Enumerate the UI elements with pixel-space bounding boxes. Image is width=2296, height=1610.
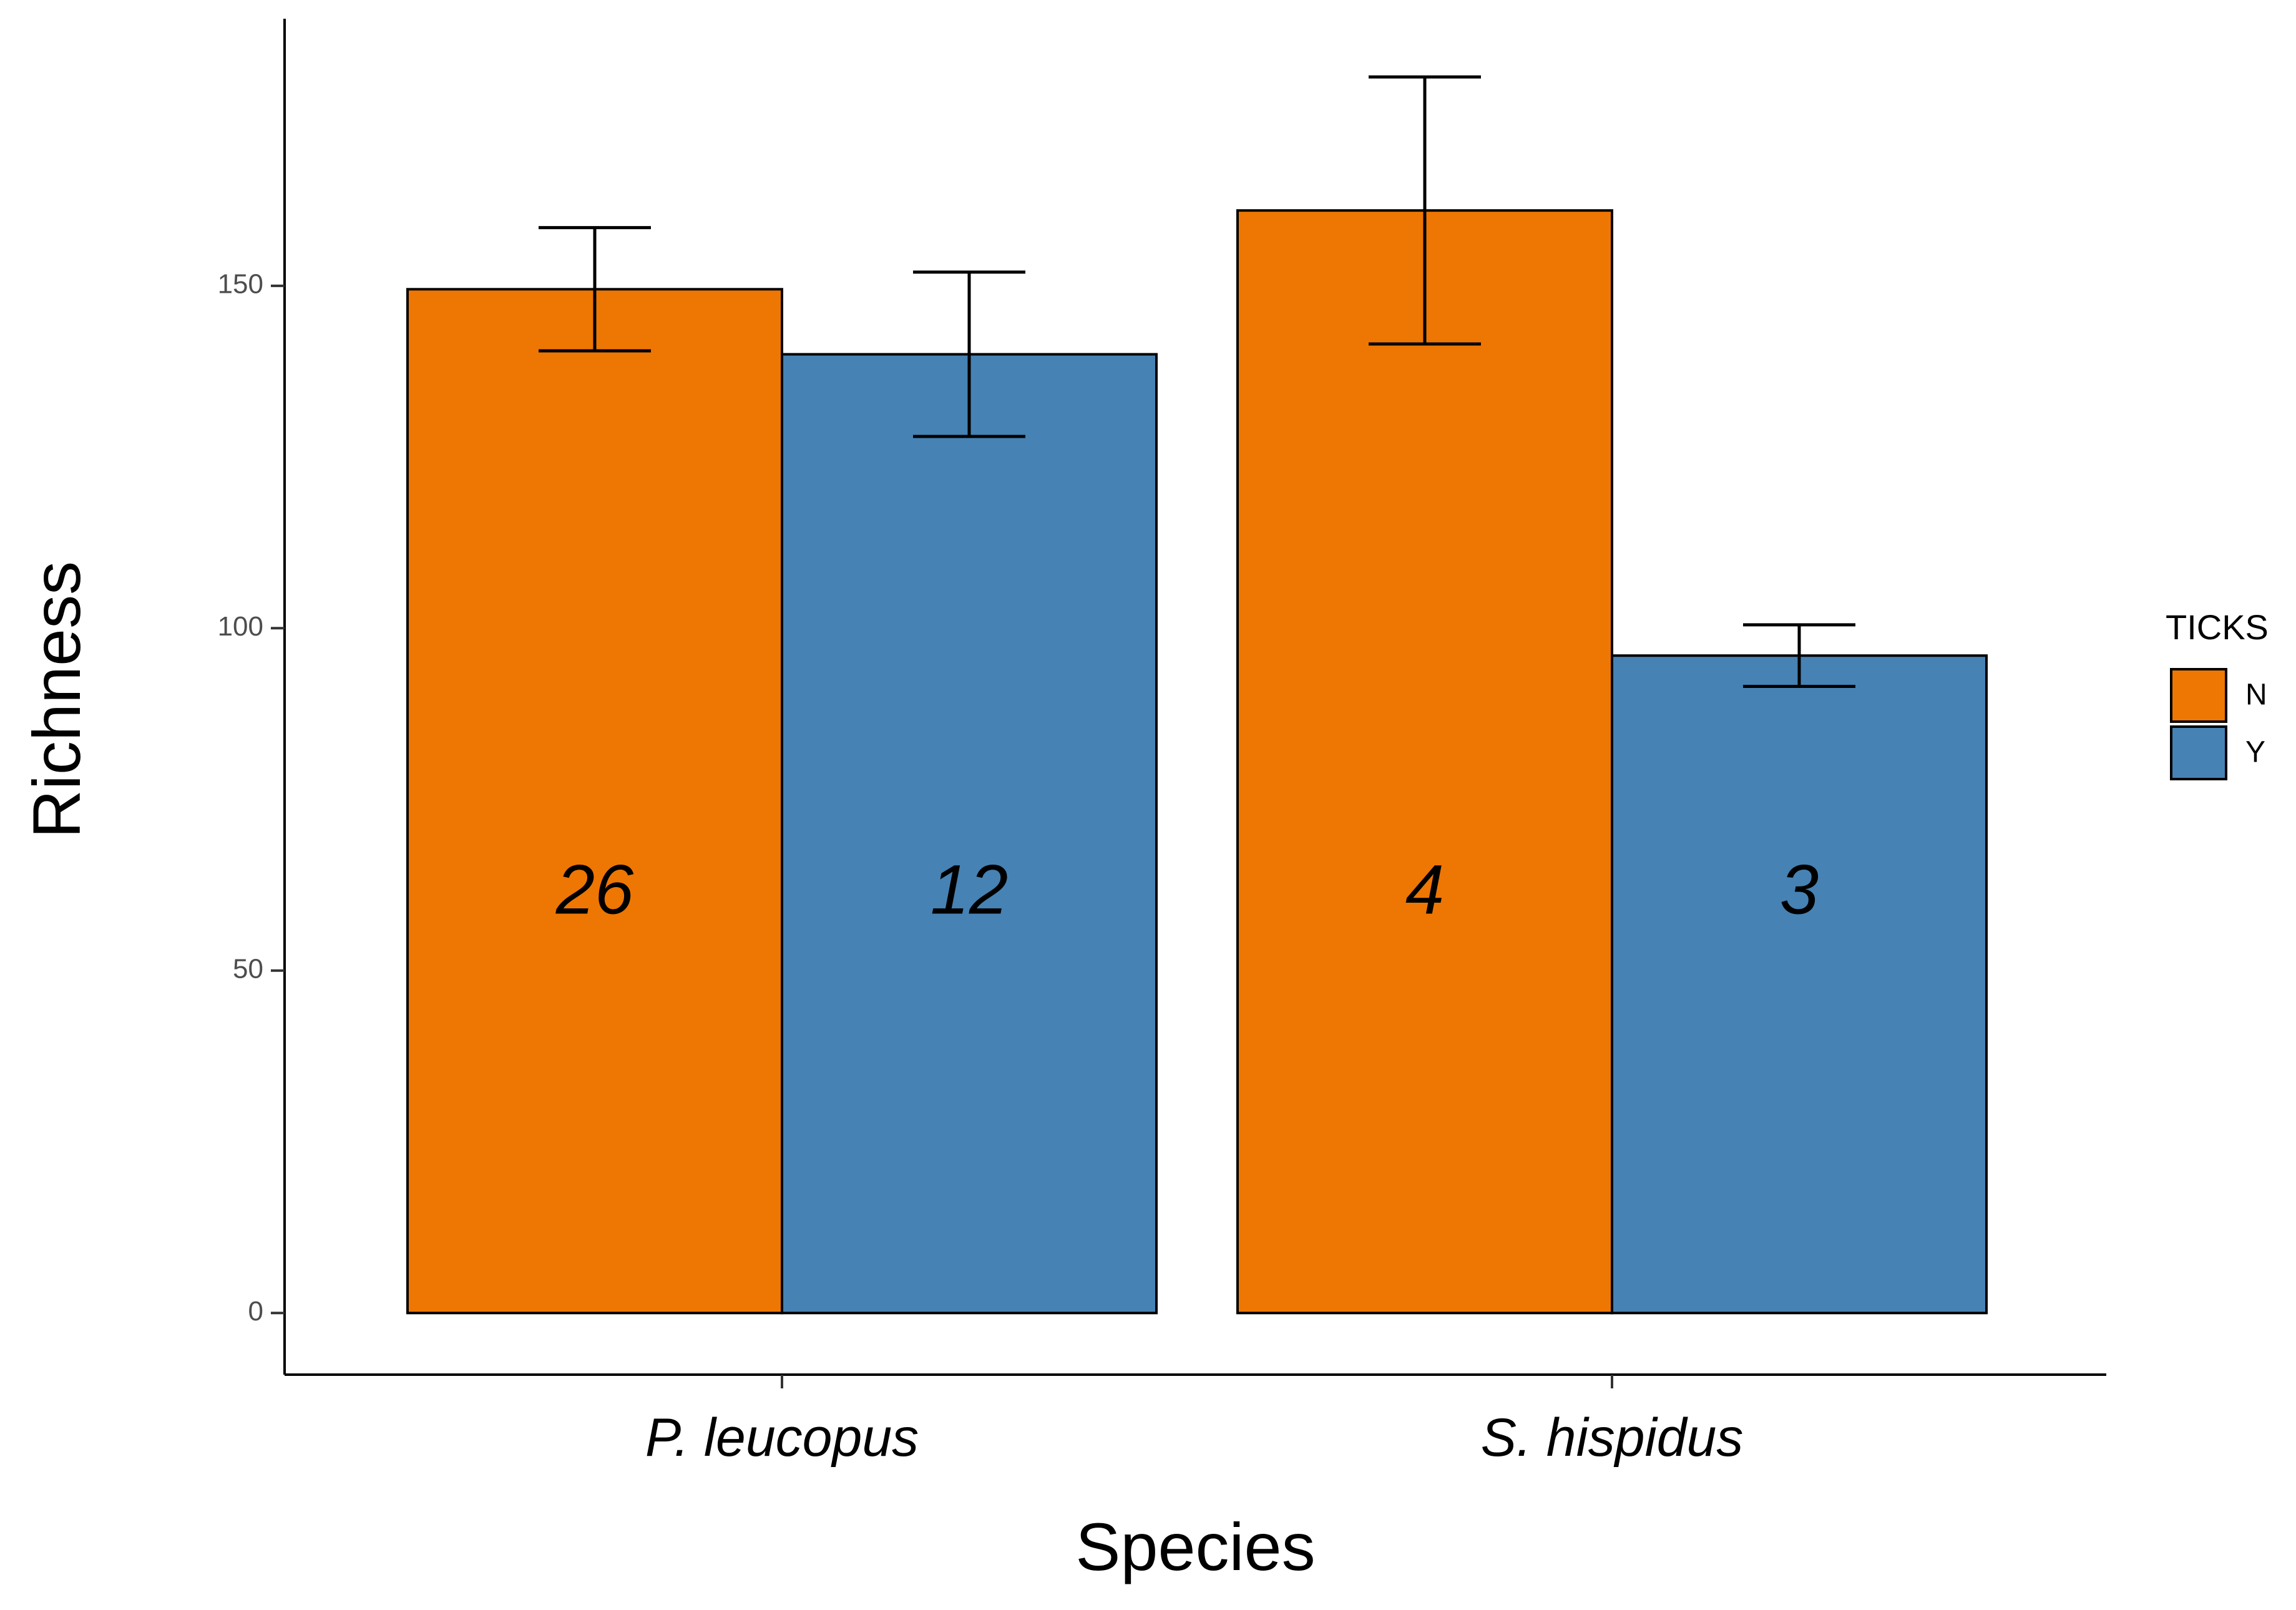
count-label-n-1: 26 [555,851,634,929]
y-tick-label-150: 150 [218,268,263,299]
legend-key-n [2170,668,2227,723]
legend-label-y: Y [2245,736,2265,769]
y-tick-label-50: 50 [233,953,263,984]
plot-area: 26 4 12 3 [406,75,1988,1315]
x-category-label-1: P. leucopus [645,1408,919,1468]
count-label-y-2: 3 [1780,851,1819,929]
y-tick-label-100: 100 [218,611,263,642]
y-axis-title: Richness [19,561,94,838]
y-tick-label-0: 0 [248,1296,263,1327]
bar-n-2 [1236,209,1613,1315]
bar-y-1 [781,353,1158,1315]
x-category-label-2: S. hispidus [1481,1408,1744,1468]
count-label-y-1: 12 [931,851,1009,929]
bar-y-2 [1611,654,1988,1315]
legend-title: TICKS [2166,607,2269,647]
x-axis-title: Species [1075,1509,1315,1584]
count-label-n-2: 4 [1405,851,1444,929]
legend-key-y [2170,725,2227,780]
bar-n-1 [406,288,783,1315]
legend: TICKS NY [2166,607,2269,780]
axes: 0 50 100 150 P. leucopus S. hispidus [218,19,2106,1468]
legend-label-n: N [2245,679,2267,712]
